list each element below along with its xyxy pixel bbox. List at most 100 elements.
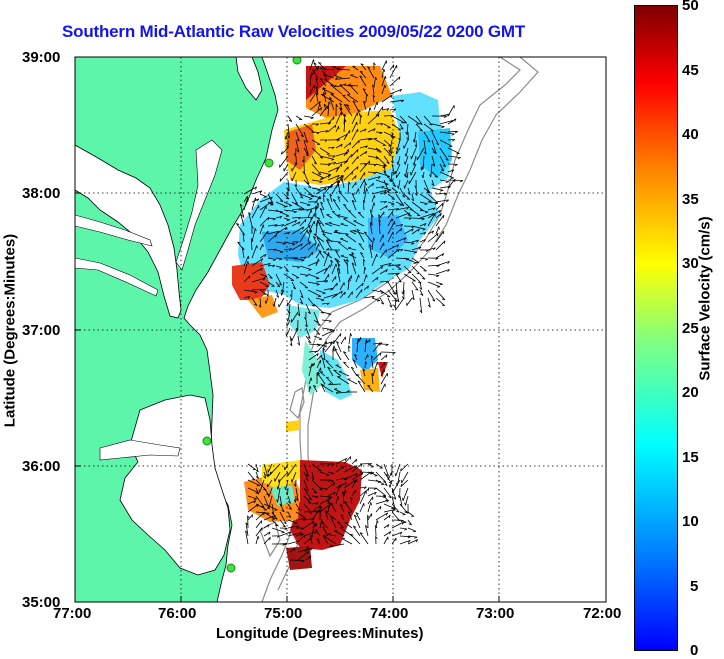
velocity-arrow xyxy=(352,100,359,111)
velocity-arrow xyxy=(439,131,455,135)
x-tick-label: 75:00 xyxy=(264,605,303,622)
velocity-arrow xyxy=(275,289,280,298)
velocity-arrowhead xyxy=(360,114,363,118)
velocity-arrowhead xyxy=(444,193,448,196)
velocity-arrowhead xyxy=(323,194,326,198)
y-tick-label: 39:00 xyxy=(22,49,61,66)
velocity-arrowhead xyxy=(340,143,343,147)
velocity-arrowhead xyxy=(282,243,286,245)
velocity-arrowhead xyxy=(343,204,347,206)
velocity-arrowhead xyxy=(349,142,352,146)
velocity-arrowhead xyxy=(343,259,347,262)
velocity-arrow xyxy=(348,254,357,259)
velocity-arrow xyxy=(311,187,321,191)
velocity-arrowhead xyxy=(286,193,289,197)
velocity-arrowhead xyxy=(333,84,337,87)
velocity-arrow xyxy=(286,327,291,337)
velocity-arrow xyxy=(295,518,306,521)
velocity-arrow xyxy=(307,251,314,259)
velocity-arrow xyxy=(411,209,421,216)
velocity-arrow xyxy=(275,281,281,288)
velocity-arrowhead xyxy=(396,299,400,303)
velocity-arrowhead xyxy=(317,173,322,175)
velocity-arrow xyxy=(407,511,415,517)
velocity-arrow xyxy=(311,155,317,165)
velocity-arrowhead xyxy=(436,233,439,237)
velocity-arrow xyxy=(406,297,413,306)
velocity-arrow xyxy=(243,261,249,275)
velocity-arrowhead xyxy=(321,230,325,232)
velocity-arrow xyxy=(435,213,442,219)
velocity-arrowhead xyxy=(311,304,315,307)
velocity-arrowhead xyxy=(401,521,405,525)
velocity-arrow xyxy=(319,487,328,490)
velocity-arrow xyxy=(340,223,349,227)
velocity-arrowhead xyxy=(349,85,354,87)
velocity-arrow xyxy=(403,265,412,273)
velocity-arrowhead xyxy=(318,250,322,253)
velocity-arrow xyxy=(416,147,425,161)
velocity-arrow xyxy=(380,354,388,361)
velocity-arrowhead xyxy=(454,130,458,134)
velocity-arrowhead xyxy=(325,510,329,512)
velocity-arrowhead xyxy=(349,456,352,460)
velocity-arrow xyxy=(421,163,425,171)
velocity-arrowhead xyxy=(411,198,414,202)
velocity-arrow xyxy=(291,243,303,251)
velocity-arrowhead xyxy=(358,274,360,278)
velocity-arrowhead xyxy=(393,108,397,112)
velocity-arrowhead xyxy=(381,186,385,189)
velocity-arrow xyxy=(423,115,433,126)
velocity-arrowhead xyxy=(248,212,251,215)
velocity-arrow xyxy=(347,511,353,521)
velocity-arrowhead xyxy=(407,540,411,543)
velocity-arrowhead xyxy=(325,267,328,271)
velocity-arrow xyxy=(367,128,376,133)
velocity-arrowhead xyxy=(311,195,315,198)
velocity-arrowhead xyxy=(371,373,374,376)
velocity-arrow xyxy=(391,131,393,139)
velocity-arrow xyxy=(423,187,431,193)
velocity-arrowhead xyxy=(293,547,296,552)
velocity-arrow xyxy=(243,198,248,211)
velocity-arrow xyxy=(395,297,405,311)
velocity-arrowhead xyxy=(264,276,268,278)
velocity-arrow xyxy=(363,200,365,211)
velocity-arrow xyxy=(251,245,258,259)
velocity-arrow xyxy=(259,273,268,277)
velocity-arrow xyxy=(380,351,396,353)
velocity-arrowhead xyxy=(258,489,260,493)
velocity-arrowhead xyxy=(331,210,335,213)
velocity-arrowhead xyxy=(302,159,305,163)
velocity-arrow xyxy=(275,215,283,219)
velocity-arrow xyxy=(311,179,323,182)
velocity-arrowhead xyxy=(326,198,330,201)
velocity-arrowhead xyxy=(337,521,341,523)
velocity-arrow xyxy=(313,385,318,393)
velocity-arrowhead xyxy=(296,138,300,142)
velocity-arrowhead xyxy=(412,139,415,143)
velocity-arrow xyxy=(240,214,245,227)
velocity-arrow xyxy=(339,282,345,291)
velocity-arrowhead xyxy=(301,259,305,262)
velocity-arrowhead xyxy=(377,113,380,117)
velocity-arrowhead xyxy=(441,253,445,257)
velocity-arrow xyxy=(307,213,316,227)
velocity-arrowhead xyxy=(435,257,439,261)
velocity-arrowhead xyxy=(292,243,296,246)
velocity-arrowhead xyxy=(314,350,318,354)
velocity-arrow xyxy=(355,274,359,283)
velocity-arrowhead xyxy=(240,214,244,217)
velocity-arrow xyxy=(287,179,290,192)
velocity-arrowhead xyxy=(329,544,333,548)
velocity-arrow xyxy=(321,329,335,337)
velocity-arrow xyxy=(399,495,403,507)
velocity-arrowhead xyxy=(241,247,245,250)
velocity-arrowhead xyxy=(288,507,292,510)
velocity-arrow xyxy=(372,94,375,103)
velocity-arrow xyxy=(323,273,330,283)
velocity-arrow xyxy=(371,202,375,211)
velocity-arrow xyxy=(328,222,341,227)
velocity-arrowhead xyxy=(355,175,357,179)
velocity-arrowhead xyxy=(248,275,251,279)
